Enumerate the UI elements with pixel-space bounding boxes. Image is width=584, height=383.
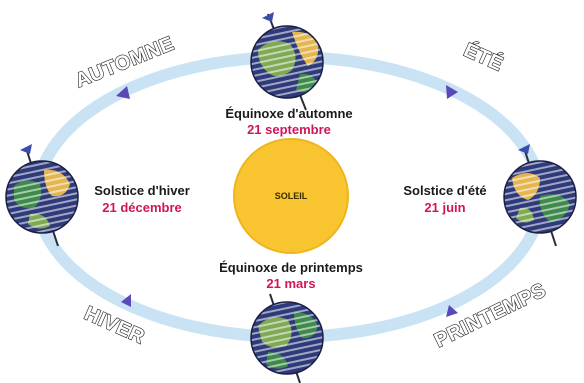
- direction-arrow-winter: [121, 294, 131, 307]
- event-date-winter-solstice: 21 décembre: [102, 200, 182, 215]
- earth-globe-summer-solstice: [503, 144, 577, 247]
- earth-globe-winter-solstice: [5, 144, 79, 247]
- season-label-autumn: AUTOMNE: [72, 33, 177, 92]
- sun-label: SOLEIL: [275, 191, 308, 201]
- event-date-spring-equinox: 21 mars: [266, 276, 315, 291]
- event-date-summer-solstice: 21 juin: [424, 200, 465, 215]
- sun: [234, 139, 348, 253]
- season-label-summer: ÉTÉ: [461, 38, 507, 75]
- direction-arrow-autumn: [116, 86, 130, 99]
- earth-globe-autumn-equinox: [250, 12, 324, 111]
- event-date-autumn-equinox: 21 septembre: [247, 122, 331, 137]
- event-name-autumn-equinox: Équinoxe d'automne: [225, 106, 352, 121]
- direction-arrow-spring: [446, 305, 458, 317]
- event-name-spring-equinox: Équinoxe de printemps: [219, 260, 363, 275]
- event-name-summer-solstice: Solstice d'été: [403, 183, 486, 198]
- event-name-winter-solstice: Solstice d'hiver: [94, 183, 190, 198]
- direction-arrow-summer: [446, 85, 458, 99]
- earth-globe-spring-equinox: [250, 293, 324, 383]
